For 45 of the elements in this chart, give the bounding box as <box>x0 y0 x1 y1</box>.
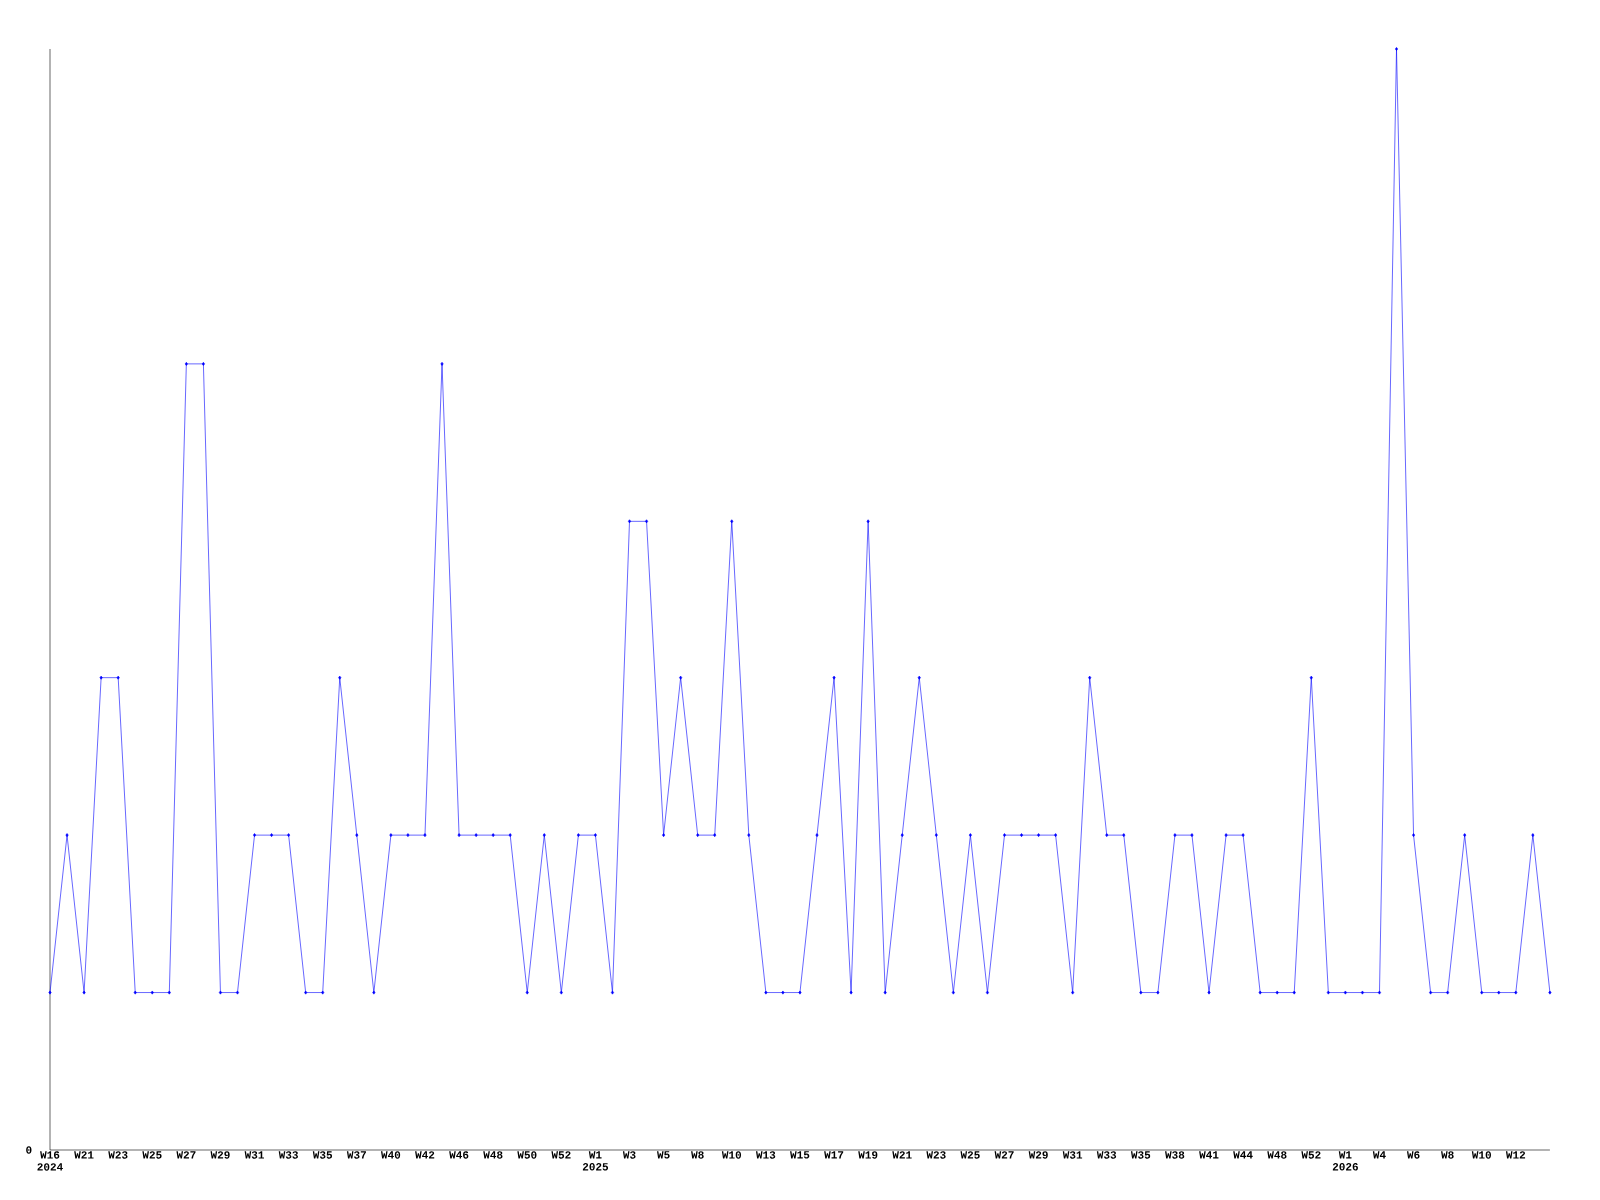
x-tick-label: W21 <box>892 1151 912 1159</box>
x-tick-label: W1 2025 <box>582 1151 609 1171</box>
x-tick-label: W6 <box>1406 1151 1420 1159</box>
x-tick-label: W8 <box>691 1151 704 1159</box>
x-tick-label: W21 <box>74 1151 94 1159</box>
x-tick-label: W1 2026 <box>1332 1151 1358 1171</box>
x-tick-label: W50 <box>517 1151 537 1159</box>
x-tick-label: W3 <box>622 1151 636 1159</box>
x-tick-label: W23 <box>926 1151 946 1159</box>
x-tick-label: W40 <box>380 1151 401 1159</box>
x-tick-label: W52 <box>551 1151 571 1159</box>
x-tick-label: W15 <box>790 1151 810 1159</box>
x-tick-label: W13 <box>755 1151 776 1159</box>
x-tick-label: W29 <box>1028 1151 1048 1159</box>
x-tick-label: W29 <box>210 1151 230 1159</box>
x-tick-label: W5 <box>657 1151 670 1159</box>
x-tick-label: W4 <box>1372 1151 1386 1159</box>
x-tick-label: W17 <box>824 1151 844 1159</box>
x-tick-label: W19 <box>858 1151 878 1159</box>
x-tick-label: W10 <box>721 1151 742 1159</box>
x-tick-label: W35 <box>312 1151 333 1159</box>
x-tick-label: W37 <box>346 1151 366 1159</box>
x-tick-label: W16 2024 <box>37 1151 63 1171</box>
x-tick-label: W48 <box>483 1151 503 1159</box>
text: 0 <box>26 1146 32 1154</box>
x-tick-label: W25 <box>960 1151 980 1159</box>
x-tick-label: W48 <box>1267 1151 1287 1159</box>
x-tick-label: W27 <box>176 1151 196 1159</box>
x-tick-label: W52 <box>1301 1151 1321 1159</box>
x-tick-label: W12 <box>1505 1151 1526 1159</box>
x-tick-label: W23 <box>108 1151 128 1159</box>
x-tick-label: W31 <box>244 1151 264 1159</box>
x-tick-label: W25 <box>142 1151 162 1159</box>
x-tick-label: W35 <box>1130 1151 1151 1159</box>
x-tick-label: W27 <box>994 1151 1014 1159</box>
x-tick-label: W33 <box>278 1151 298 1159</box>
x-tick-label: W44 <box>1233 1151 1253 1159</box>
x-tick-label: W33 <box>1096 1151 1117 1159</box>
x-tick-label: W46 <box>449 1151 469 1159</box>
x-tick-label: W31 <box>1062 1151 1083 1159</box>
x-tick-label: W38 <box>1165 1151 1185 1159</box>
x-tick-label: W42 <box>415 1151 435 1159</box>
x-tick-label: W10 <box>1471 1151 1491 1159</box>
x-tick-label: W8 <box>1441 1151 1454 1159</box>
x-tick-label: W41 <box>1199 1151 1219 1159</box>
